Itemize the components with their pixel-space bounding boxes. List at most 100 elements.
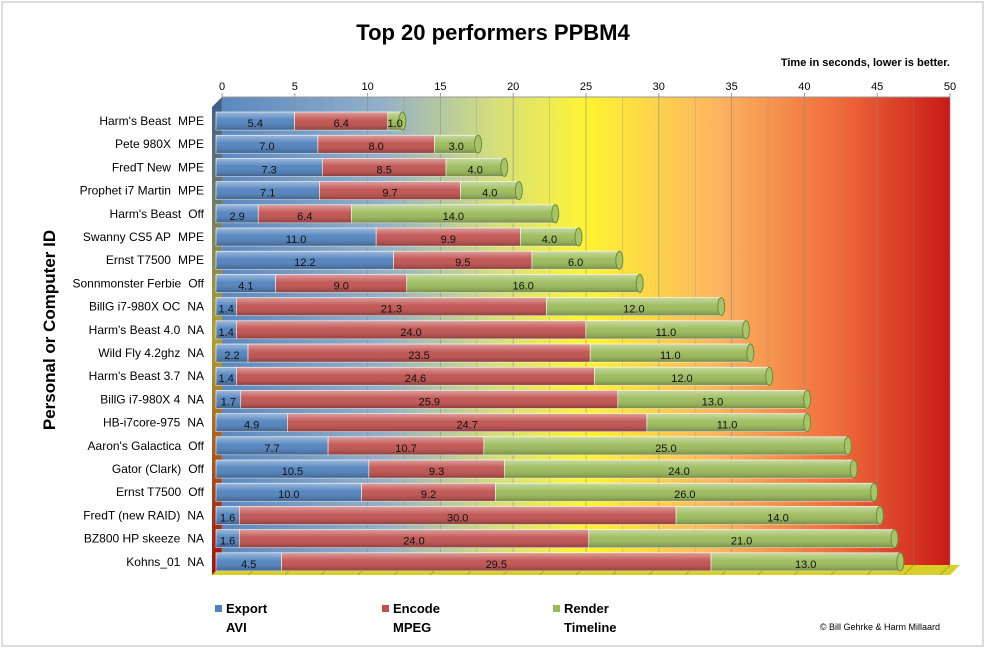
bar-row: NA Harm's Beast 3.7 1.4 24.6 12.0 bbox=[89, 366, 774, 386]
data-label: 11.0 bbox=[717, 420, 738, 432]
bar-shine bbox=[216, 552, 282, 571]
bar-shine bbox=[393, 251, 532, 270]
data-label: 12.0 bbox=[671, 373, 692, 385]
bar-row: Off Sonnmonster Ferbie 4.1 9.0 16.0 bbox=[72, 273, 644, 293]
bar-shine bbox=[588, 529, 895, 548]
data-label: 7.1 bbox=[260, 188, 275, 200]
bar-shine bbox=[676, 506, 880, 525]
bar-row: NA Kohns_01 4.5 29.5 13.0 bbox=[126, 552, 905, 572]
category-label: Harm's Beast 3.7 bbox=[89, 369, 181, 383]
bar-row: NA Harm's Beast 4.0 1.4 24.0 11.0 bbox=[89, 320, 750, 340]
data-label: 1.6 bbox=[220, 512, 235, 524]
bar-shine bbox=[531, 251, 620, 270]
category-label: Harm's Beast 4.0 bbox=[89, 323, 181, 337]
bar-shine bbox=[216, 158, 323, 177]
legend-sublabel: Timeline bbox=[564, 620, 617, 635]
data-label: 1.6 bbox=[220, 536, 235, 548]
bar-shine bbox=[617, 390, 808, 409]
data-label: 7.3 bbox=[261, 164, 276, 176]
bar-row: Off Aaron's Galactica 7.7 10.7 25.0 bbox=[88, 436, 852, 456]
x-tick-label: 15 bbox=[434, 81, 446, 93]
data-label: 24.7 bbox=[456, 420, 477, 432]
chart-subtitle: Time in seconds, lower is better. bbox=[781, 57, 950, 69]
bar-row: MPE Pete 980X 7.0 8.0 3.0 bbox=[115, 134, 483, 154]
bar-end-cap bbox=[875, 505, 884, 525]
bar-shine bbox=[216, 181, 320, 200]
bar-shine bbox=[368, 460, 505, 478]
bar-shine bbox=[216, 483, 362, 502]
data-label: 4.0 bbox=[542, 234, 557, 246]
bar-row: Off Harm's Beast 2.9 6.4 14.0 bbox=[110, 204, 560, 224]
legend-label: Export bbox=[226, 601, 268, 616]
bar-end-cap bbox=[474, 134, 483, 154]
bar-row: Off Ernst T7500 10.0 9.2 26.0 bbox=[116, 482, 879, 502]
legend-item-render: Render Timeline bbox=[553, 601, 617, 635]
bar-end-cap bbox=[398, 111, 407, 131]
data-label: 6.0 bbox=[568, 257, 583, 269]
bar-shine bbox=[216, 228, 377, 246]
category-label: Harm's Beast bbox=[110, 207, 182, 221]
category-tag: Off bbox=[188, 439, 204, 453]
data-label: 4.0 bbox=[482, 188, 497, 200]
category-tag: MPE bbox=[178, 184, 204, 198]
data-label: 14.0 bbox=[443, 211, 464, 223]
data-label: 1.4 bbox=[219, 304, 234, 316]
data-label: 6.4 bbox=[334, 118, 349, 130]
bar-end-cap bbox=[635, 273, 644, 293]
data-label: 9.2 bbox=[421, 489, 436, 501]
bar-shine bbox=[434, 135, 479, 154]
data-label: 1.0 bbox=[387, 118, 402, 130]
category-label: Wild Fly 4.2ghz bbox=[98, 346, 180, 360]
bar-shine bbox=[258, 204, 352, 223]
bar-shine bbox=[216, 297, 237, 316]
bar-shine bbox=[275, 274, 407, 293]
bar-end-cap bbox=[551, 204, 560, 224]
bar-end-cap bbox=[615, 250, 624, 270]
bar-end-cap bbox=[803, 413, 812, 433]
data-label: 7.7 bbox=[264, 443, 279, 455]
bar-shine bbox=[590, 344, 751, 362]
bar-shine bbox=[406, 274, 640, 293]
category-label: Aaron's Galactica bbox=[88, 439, 182, 453]
data-label: 12.2 bbox=[294, 257, 315, 269]
x-tick-label: 5 bbox=[292, 81, 298, 93]
bar-end-cap bbox=[890, 529, 899, 549]
bar-row: NA Wild Fly 4.2ghz 2.2 23.5 11.0 bbox=[98, 343, 755, 363]
category-label: BZ800 HP skeeze bbox=[84, 532, 181, 546]
category-tag: MPE bbox=[178, 230, 204, 244]
bar-end-cap bbox=[843, 436, 852, 456]
data-label: 24.0 bbox=[400, 327, 421, 339]
data-label: 8.0 bbox=[369, 141, 384, 153]
bar-end-cap bbox=[765, 366, 774, 386]
bar-shine bbox=[322, 158, 447, 177]
data-label: 13.0 bbox=[795, 559, 816, 571]
x-tick-label: 25 bbox=[580, 81, 592, 93]
data-label: 4.9 bbox=[244, 420, 259, 432]
bar-row: NA BZ800 HP skeeze 1.6 24.0 21.0 bbox=[84, 529, 899, 549]
bar-shine bbox=[504, 460, 854, 478]
bar-shine bbox=[216, 320, 237, 339]
bar-shine bbox=[216, 436, 329, 455]
chart-title: Top 20 performers PPBM4 bbox=[356, 20, 630, 45]
bar-end-cap bbox=[574, 227, 583, 247]
bar-shine bbox=[216, 367, 237, 386]
data-label: 1.4 bbox=[219, 373, 234, 385]
bar-shine bbox=[546, 297, 722, 316]
data-label: 4.1 bbox=[238, 280, 253, 292]
category-label: FredT New bbox=[112, 160, 171, 174]
bar-shine bbox=[240, 390, 618, 409]
x-tick-label: 10 bbox=[361, 81, 373, 93]
data-label: 24.0 bbox=[403, 536, 424, 548]
bar-row: MPE FredT New 7.3 8.5 4.0 bbox=[112, 157, 509, 177]
category-label: Swanny CS5 AP bbox=[83, 230, 171, 244]
data-label: 24.6 bbox=[405, 373, 426, 385]
x-tick-label: 40 bbox=[798, 81, 810, 93]
bar-row: MPE Swanny CS5 AP 11.0 9.9 4.0 bbox=[83, 227, 583, 247]
data-label: 21.0 bbox=[731, 536, 752, 548]
data-label: 5.4 bbox=[248, 118, 263, 130]
bar-shine bbox=[351, 204, 556, 223]
data-label: 9.9 bbox=[441, 234, 456, 246]
y-axis-label: Personal or Computer ID bbox=[40, 230, 59, 430]
